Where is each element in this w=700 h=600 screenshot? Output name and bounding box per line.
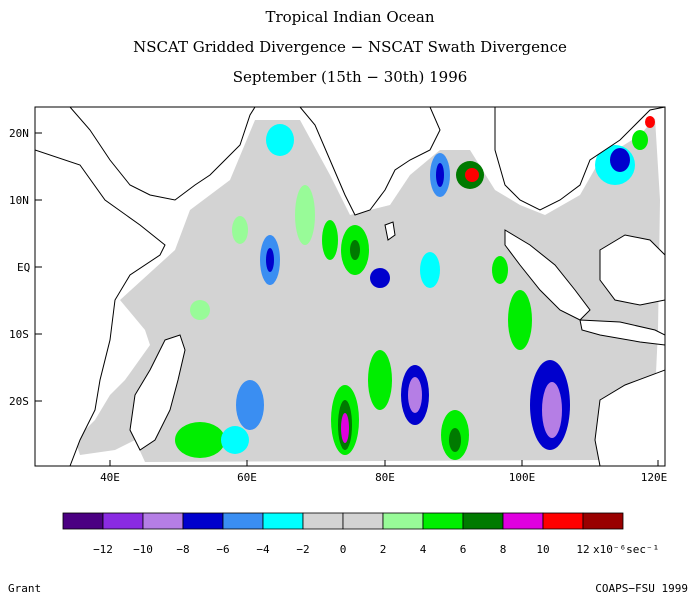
colorbar-tick-label: −4 xyxy=(256,543,270,556)
longitude-axis xyxy=(109,460,659,466)
colorbar-tick-label: 10 xyxy=(536,543,549,556)
colorbar-swatch xyxy=(382,512,424,530)
lon-label-120e: 120E xyxy=(641,471,668,484)
coastlines xyxy=(35,107,665,466)
colorbar-tick-label: 2 xyxy=(380,543,387,556)
colorbar-tick-label: 0 xyxy=(340,543,347,556)
colorbar-units: x10⁻⁶sec⁻¹ xyxy=(593,543,659,556)
colorbar-tick-label: 12 xyxy=(576,543,589,556)
colorbar xyxy=(62,512,624,530)
colorbar-swatch xyxy=(462,512,504,530)
colorbar-swatch xyxy=(62,512,104,530)
colorbar-tick-label: −12 xyxy=(93,543,113,556)
colorbar-swatch xyxy=(302,512,344,530)
colorbar-swatch xyxy=(582,512,624,530)
colorbar-tick-label: −10 xyxy=(133,543,153,556)
map-subtitle: NSCAT Gridded Divergence − NSCAT Swath D… xyxy=(133,38,567,56)
colorbar-tick-label: 8 xyxy=(500,543,507,556)
lon-label-60e: 60E xyxy=(237,471,257,484)
author-credit: Grant xyxy=(8,582,42,595)
lon-label-80e: 80E xyxy=(375,471,395,484)
latitude-axis xyxy=(35,132,42,402)
ocean-data-region xyxy=(75,118,660,462)
colorbar-swatch xyxy=(222,512,264,530)
colorbar-tick-label: −2 xyxy=(296,543,309,556)
colorbar-swatch xyxy=(142,512,184,530)
colorbar-swatch xyxy=(502,512,544,530)
lat-label-20s: 20S xyxy=(9,395,29,408)
org-credit: COAPS−FSU 1999 xyxy=(595,582,688,595)
lat-label-20n: 20N xyxy=(9,127,29,140)
colorbar-tick-label: −6 xyxy=(216,543,229,556)
lat-label-10s: 10S xyxy=(9,328,29,341)
lat-label-eq: EQ xyxy=(17,261,30,274)
lat-label-10n: 10N xyxy=(9,194,29,207)
colorbar-swatch xyxy=(542,512,584,530)
colorbar-swatch xyxy=(102,512,144,530)
colorbar-ticks: −12 −10 −8 −6 −4 −2 0 2 4 6 8 10 12 xyxy=(93,543,590,556)
colorbar-tick-label: −8 xyxy=(176,543,189,556)
colorbar-swatch xyxy=(182,512,224,530)
colorbar-swatch xyxy=(342,512,384,530)
lon-label-100e: 100E xyxy=(509,471,536,484)
colorbar-tick-label: 6 xyxy=(460,543,467,556)
map-title: Tropical Indian Ocean xyxy=(265,8,435,26)
lon-label-40e: 40E xyxy=(100,471,120,484)
colorbar-swatch xyxy=(262,512,304,530)
colorbar-swatch xyxy=(422,512,464,530)
map-date-range: September (15th − 30th) 1996 xyxy=(232,68,468,86)
anomaly-patches xyxy=(150,116,655,460)
colorbar-tick-label: 4 xyxy=(420,543,427,556)
map-frame xyxy=(34,106,666,467)
